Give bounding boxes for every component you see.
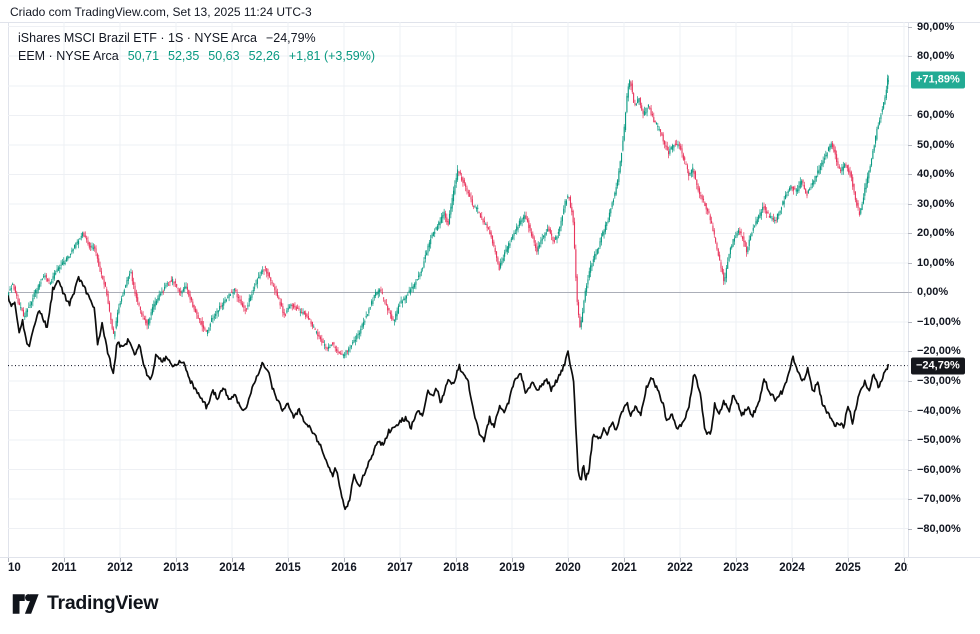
- time-scale-label: 2012: [107, 562, 133, 574]
- price-scale-label: −40,00%: [917, 404, 961, 417]
- price-scale-tick: [908, 174, 912, 176]
- tradingview-logo-text: TradingView: [47, 592, 159, 614]
- time-scale-tick: [120, 558, 121, 562]
- chart-left-border: [8, 22, 9, 557]
- price-scale-label: 60,00%: [917, 109, 955, 122]
- time-scale-label: 2018: [443, 562, 469, 574]
- price-scale-label: −10,00%: [917, 315, 961, 328]
- time-scale-tick: [8, 558, 9, 562]
- credit-text: Criado com TradingView.com, Set 13, 2025…: [10, 5, 312, 19]
- time-scale-label: 2022: [667, 562, 693, 574]
- price-scale-tick: [908, 410, 912, 412]
- time-scale-label: 2017: [387, 562, 413, 574]
- time-scale-label: 10: [8, 562, 21, 574]
- chart-bottom-border: [0, 557, 980, 558]
- price-scale-tick: [908, 144, 912, 146]
- price-scale-label: 20,00%: [917, 227, 955, 240]
- symbol-change: −24,79%: [265, 31, 316, 45]
- time-scale-tick: [904, 558, 905, 562]
- price-scale-tick: [908, 115, 912, 117]
- chart-legend: iShares MSCI Brazil ETF · 1S · NYSE Arca…: [18, 29, 375, 65]
- price-scale-label: −60,00%: [917, 463, 961, 476]
- price-scale-label: −80,00%: [917, 522, 961, 535]
- time-scale-tick: [512, 558, 513, 562]
- price-scale-label: 30,00%: [917, 197, 955, 210]
- tradingview-mark-icon: [12, 593, 39, 614]
- tradingview-logo[interactable]: TradingView: [12, 592, 159, 615]
- price-scale-tick: [908, 56, 912, 58]
- compare-symbol-title: EEM · NYSE Arca: [18, 49, 119, 63]
- time-scale-tick: [848, 558, 849, 562]
- price-scale-label: 0,00%: [917, 286, 949, 299]
- price-scale-tick: [908, 292, 912, 294]
- symbol-title: iShares MSCI Brazil ETF · 1S · NYSE Arca: [18, 31, 257, 45]
- time-scale-label: 2015: [275, 562, 301, 574]
- legend-main-series: iShares MSCI Brazil ETF · 1S · NYSE Arca…: [18, 29, 375, 47]
- price-chart-canvas[interactable]: [8, 22, 908, 557]
- price-scale-label: 80,00%: [917, 50, 955, 63]
- price-scale-label: 10,00%: [917, 256, 955, 269]
- price-scale-tick: [908, 469, 912, 471]
- chart-top-border: [0, 22, 980, 23]
- ohlc-value: 52,26: [248, 49, 280, 63]
- time-scale-tick: [344, 558, 345, 562]
- main-last-price-badge: −24,79%: [911, 357, 965, 375]
- price-scale-label: 50,00%: [917, 138, 955, 151]
- legend-compare-series: EEM · NYSE Arca 50,71 52,35 50,63 52,26 +1,81…: [18, 47, 375, 65]
- time-scale-tick: [400, 558, 401, 562]
- price-scale-tick: [908, 203, 912, 205]
- time-scale-label: 2025: [835, 562, 861, 574]
- time-scale-tick: [176, 558, 177, 562]
- price-scale-separator: [908, 22, 909, 557]
- time-scale-label: 2024: [779, 562, 805, 574]
- time-scale-tick: [232, 558, 233, 562]
- time-scale-label: 2023: [723, 562, 749, 574]
- time-scale-tick: [624, 558, 625, 562]
- time-scale-label: 2011: [51, 562, 77, 574]
- time-scale-label: 2019: [499, 562, 525, 574]
- compare-ohlc-values: 50,71 52,35 50,63 52,26 +1,81 (+3,59%): [119, 49, 375, 63]
- time-scale-label: 2020: [555, 562, 581, 574]
- time-scale-tick: [64, 558, 65, 562]
- time-scale[interactable]: 10 2011 2012 2013 2014 2015 2016 2017 2018 2019 20…: [8, 558, 908, 580]
- ohlc-value: 52,35: [168, 49, 200, 63]
- price-scale-tick: [908, 321, 912, 323]
- price-scale-label: −20,00%: [917, 345, 961, 358]
- price-scale-label: 90,00%: [917, 20, 955, 33]
- price-scale-tick: [908, 499, 912, 500]
- price-scale-tick: [908, 381, 912, 382]
- price-scale[interactable]: 90,00% 80,00% 60,00% 50,00% 40,00% 30,00% 20,0…: [908, 20, 980, 557]
- price-scale-tick: [908, 440, 912, 441]
- time-scale-label: 2014: [219, 562, 245, 574]
- time-scale-tick: [792, 558, 793, 562]
- time-scale-tick: [568, 558, 569, 562]
- price-scale-tick: [908, 26, 912, 28]
- time-scale-tick: [680, 558, 681, 562]
- price-scale-tick: [908, 528, 912, 530]
- ohlc-value: 50,63: [208, 49, 240, 63]
- compare-last-price-badge: +71,89%: [911, 71, 965, 89]
- ohlc-value: 50,71: [127, 49, 160, 63]
- compare-change-value: +1,81 (+3,59%): [288, 49, 376, 63]
- time-scale-tick: [456, 558, 457, 562]
- price-scale-label: −30,00%: [917, 375, 961, 387]
- time-scale-label: 202: [894, 562, 908, 574]
- time-scale-tick: [288, 558, 289, 562]
- price-scale-tick: [908, 351, 912, 353]
- price-scale-label: −70,00%: [917, 493, 961, 505]
- price-scale-label: 40,00%: [917, 168, 955, 181]
- time-scale-label: 2013: [163, 562, 189, 574]
- time-scale-tick: [736, 558, 737, 562]
- price-scale-tick: [908, 262, 912, 264]
- price-scale-label: −50,00%: [917, 434, 961, 446]
- time-scale-label: 2021: [611, 562, 637, 574]
- time-scale-label: 2016: [331, 562, 357, 574]
- price-scale-tick: [908, 233, 912, 235]
